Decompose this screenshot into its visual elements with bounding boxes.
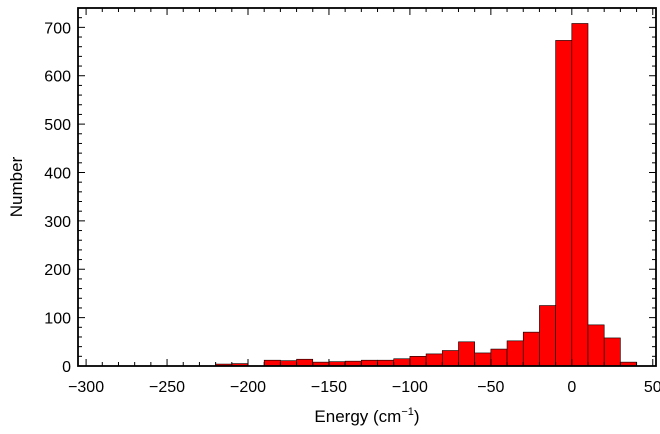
y-tick-label: 0: [62, 359, 71, 376]
y-tick-label: 700: [44, 20, 71, 37]
histogram-bar-22: [587, 324, 605, 367]
x-tick-label: −200: [230, 379, 266, 396]
y-tick-label: 500: [44, 117, 71, 134]
y-tick-label: 300: [44, 214, 71, 231]
plot-frame: [77, 7, 657, 367]
x-tick-label: −300: [68, 379, 104, 396]
histogram-bar-16: [490, 348, 508, 367]
histogram-bar-23: [603, 337, 621, 367]
histogram-bar-15: [474, 352, 492, 367]
x-axis-tick-labels: −300 −250 −200 −150 −100 −50 0 50: [68, 379, 660, 396]
histogram-bars: [215, 23, 637, 367]
x-tick-label: −50: [477, 379, 504, 396]
histogram-bar-18: [522, 331, 540, 367]
y-tick-label: 200: [44, 262, 71, 279]
x-tick-label: −100: [392, 379, 428, 396]
x-tick-label: 0: [567, 379, 576, 396]
y-tick-label: 600: [44, 69, 71, 86]
y-axis-title: Number: [7, 156, 26, 217]
x-tick-label: 50: [644, 379, 660, 396]
histogram-bar-19: [539, 305, 556, 367]
y-tick-label: 100: [44, 311, 71, 328]
histogram-bar-21: [571, 23, 589, 367]
histogram-bar-4: [296, 358, 314, 367]
x-tick-label: −250: [149, 379, 185, 396]
y-axis-ticks: [78, 7, 656, 367]
histogram-bar-14: [458, 341, 475, 367]
x-axis-ticks: [85, 8, 654, 366]
y-tick-label: 400: [44, 165, 71, 182]
histogram-bar-12: [425, 353, 443, 367]
histogram-bar-20: [555, 40, 573, 367]
y-axis-tick-labels: 0 100 200 300 400 500 600 700: [44, 20, 71, 376]
x-tick-label: −150: [311, 379, 347, 396]
histogram-bar-17: [506, 340, 524, 367]
histogram-bar-10: [393, 358, 411, 367]
histogram-bar-11: [409, 356, 427, 367]
x-axis-title: Energy (cm−1): [314, 406, 419, 426]
histogram-bar-13: [441, 350, 459, 367]
